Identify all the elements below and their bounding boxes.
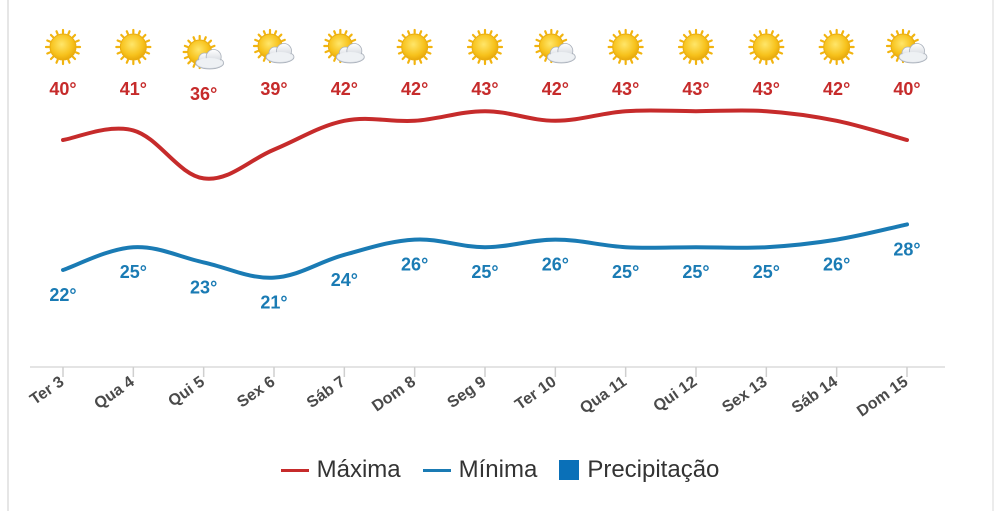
min-label: 25° [612,262,639,282]
sun-icon [466,28,504,66]
legend-item-precipitacao[interactable]: Precipitação [559,456,719,484]
x-tick-label: Qua 4 [91,373,137,412]
sun-rays [466,28,504,66]
x-tick-label: Sáb 7 [304,373,349,411]
legend-swatch-precipitacao [559,460,580,480]
sun-icon [607,28,644,66]
cloud-shape [335,43,365,64]
x-tick-label: Qui 5 [165,373,208,410]
weather-icons [44,28,928,70]
min-label: 22° [49,285,76,305]
sun-icon [396,28,433,66]
partly-cloudy-icon [323,28,365,64]
max-label: 43° [471,79,498,99]
partly-cloudy-icon [534,28,576,64]
sun-icon [44,28,82,66]
right-border [992,0,994,511]
min-label: 23° [190,277,217,297]
legend-swatch-maxima [280,468,309,472]
x-tick-label: Sáb 14 [789,373,841,417]
sun-icon [677,28,715,66]
min-value-labels: 22° 25° 23° 21° 24° 26° 25° 26° 25° 25° 25° 26° 28° [49,239,920,312]
max-label: 39° [260,79,287,99]
x-tick-label: Seg 9 [445,373,490,411]
min-label: 26° [401,255,428,275]
min-label: 25° [682,262,709,282]
max-label: 42° [331,79,358,99]
max-label: 43° [682,79,709,99]
x-axis: Ter 3 Qua 4 Qui 5 Sex 6 Sáb 7 Dom 8 Seg 9 Ter 1… [27,366,945,420]
sun-rays [818,28,855,66]
min-label: 26° [542,255,569,275]
min-label: 25° [471,262,498,282]
left-border [7,0,9,511]
max-label: 36° [190,84,217,104]
max-label: 40° [893,79,920,99]
max-label: 42° [542,79,569,99]
partly-cloudy-icon [885,28,928,64]
x-tick-label: Sex 13 [719,373,770,416]
partly-cloudy-icon [182,34,225,70]
x-tick-label: Ter 10 [512,373,559,413]
sun-rays [44,28,82,66]
sun-rays [607,28,644,66]
legend-label-minima: Mínima [458,456,538,483]
cloud-shape [195,49,225,70]
x-tick-label: Dom 8 [369,373,419,415]
max-label: 42° [401,79,428,99]
x-tick-label: Qui 12 [650,373,700,415]
min-label: 28° [893,239,920,259]
series-line-minima [61,222,909,280]
max-label: 42° [823,79,850,99]
max-label: 43° [612,79,639,99]
cloud-shape [898,43,928,64]
sun-icon [115,28,152,66]
max-value-labels: 40° 41° 36° 39° 42° 42° 43° 42° 43° 43° 43° 42° 40° [49,79,920,104]
x-tick-label: Sex 6 [234,373,278,411]
min-label: 25° [753,262,780,282]
legend-swatch-minima [422,468,451,472]
min-label: 21° [260,293,287,313]
sun-icon [818,28,855,66]
max-label: 41° [120,79,147,99]
min-label: 24° [331,270,358,290]
sun-rays [115,28,152,66]
series-lines [61,108,909,280]
sun-rays [677,28,715,66]
sun-icon [748,28,785,66]
max-label: 40° [49,79,76,99]
x-tick-label: Dom 15 [854,373,911,420]
legend-item-minima[interactable]: Mínima [422,456,538,484]
legend: Máxima Mínima Precipitação [0,456,1000,484]
min-label: 25° [120,262,147,282]
x-tick-label: Qua 11 [577,373,630,417]
sun-rays [748,28,785,66]
legend-item-maxima[interactable]: Máxima [280,456,401,484]
x-tick-label: Ter 3 [27,373,67,408]
max-label: 43° [753,79,780,99]
min-label: 26° [823,255,850,275]
series-line-maxima [61,108,909,181]
cloud-shape [265,43,295,64]
cloud-shape [546,43,576,64]
legend-label-precipitacao: Precipitação [587,456,720,483]
legend-label-maxima: Máxima [316,456,401,483]
sun-rays [396,28,433,66]
partly-cloudy-icon [252,28,295,64]
